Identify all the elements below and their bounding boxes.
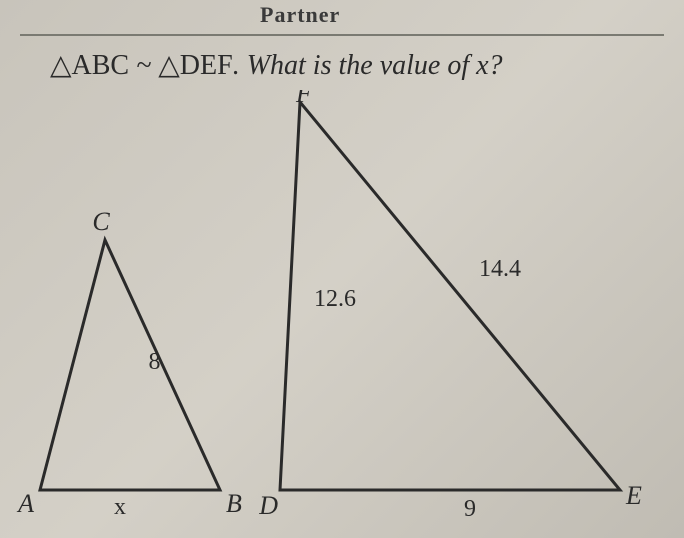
question-text: △ABC ~ △DEF. What is the value of x? (50, 48, 503, 82)
vertex-label-e: E (625, 481, 642, 510)
side-label-df: 12.6 (314, 286, 356, 312)
side-label-bc: 8 (149, 349, 161, 375)
vertex-label-a: A (16, 489, 34, 518)
triangle-symbol-abc: △ABC (50, 50, 129, 81)
side-label-de: 9 (464, 496, 476, 522)
worksheet-page: Partner △ABC ~ △DEF. What is the value o… (0, 0, 684, 538)
vertex-label-b: B (226, 489, 242, 518)
vertex-label-f: F (295, 90, 313, 108)
geometry-diagram: A B C D E F x 8 9 12.6 14.4 (0, 90, 684, 538)
side-label-fe: 14.4 (479, 256, 521, 282)
triangle-symbol-def: △DEF (158, 50, 232, 81)
header-fragment: Partner (260, 2, 340, 28)
triangle-abc (40, 240, 220, 490)
question-tail: . What is the value of x? (233, 50, 503, 81)
vertex-label-c: C (92, 207, 110, 236)
vertex-label-d: D (258, 491, 278, 520)
divider-line (20, 34, 664, 36)
side-label-ab: x (114, 494, 126, 520)
similar-symbol: ~ (136, 50, 151, 81)
